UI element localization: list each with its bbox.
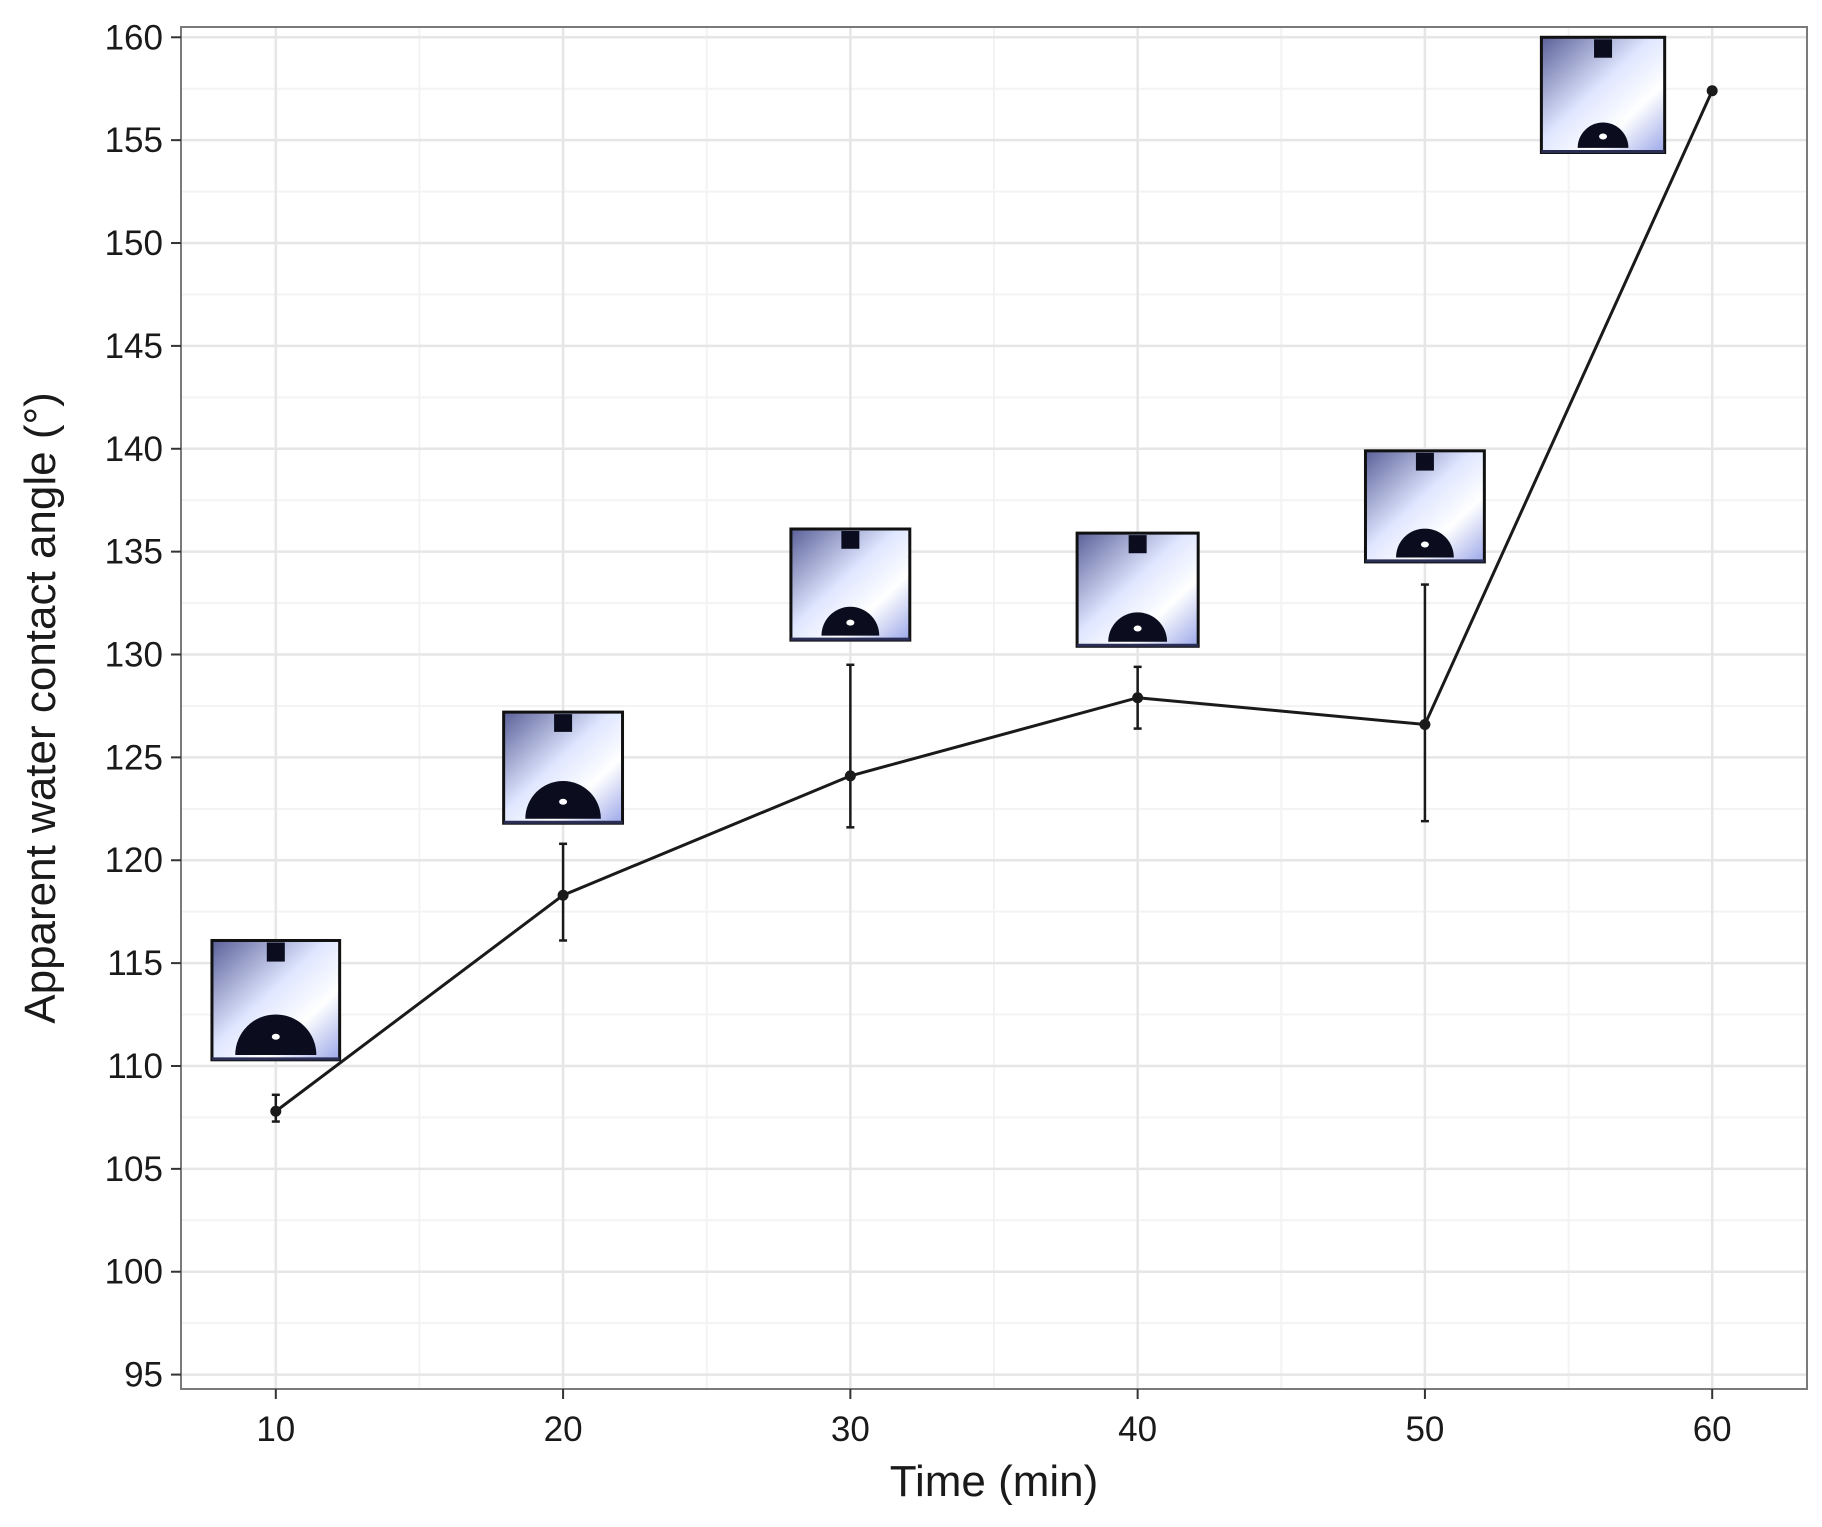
data-point bbox=[1132, 692, 1144, 704]
data-point bbox=[1706, 85, 1718, 97]
needle-tip bbox=[1415, 452, 1434, 471]
droplet-highlight bbox=[271, 1033, 280, 1040]
y-tick-label: 100 bbox=[105, 1253, 163, 1292]
y-tick-label: 120 bbox=[105, 841, 163, 880]
data-layer bbox=[270, 85, 1718, 1123]
droplet-highlight bbox=[1599, 133, 1608, 140]
droplet-images bbox=[210, 35, 1667, 1062]
droplet-image bbox=[1539, 35, 1667, 155]
x-tick-label: 20 bbox=[544, 1410, 583, 1449]
droplet-image bbox=[1363, 449, 1486, 564]
data-point bbox=[844, 770, 856, 782]
y-axis-title: Apparent water contact angle (°) bbox=[16, 392, 65, 1024]
series-line bbox=[274, 90, 1714, 1113]
panel-border bbox=[180, 26, 1808, 1390]
y-tick-label: 110 bbox=[107, 1047, 163, 1086]
droplet-highlight bbox=[846, 619, 855, 626]
needle-tip bbox=[841, 531, 860, 549]
needle-tip bbox=[554, 714, 573, 732]
y-tick-label: 140 bbox=[105, 430, 163, 469]
axis-ticks: 95 100 105 110 115 120 125 130 135 140 145 150 155 16… bbox=[105, 18, 1732, 1449]
droplet-image bbox=[210, 938, 342, 1062]
droplet-image bbox=[502, 710, 625, 825]
x-tick-label: 50 bbox=[1405, 1410, 1444, 1449]
x-tick-label: 60 bbox=[1693, 1410, 1732, 1449]
data-point bbox=[1419, 718, 1431, 730]
droplet-highlight bbox=[1133, 625, 1142, 632]
droplet-image bbox=[1075, 531, 1200, 648]
needle-tip bbox=[266, 942, 285, 962]
needle-tip bbox=[1594, 39, 1613, 58]
y-tick-label: 105 bbox=[105, 1150, 163, 1189]
y-tick-label: 155 bbox=[105, 121, 163, 160]
plot-panel bbox=[180, 26, 1808, 1390]
y-tick-label: 160 bbox=[105, 18, 163, 57]
x-axis-title: Time (min) bbox=[890, 1457, 1099, 1506]
y-tick-label: 150 bbox=[105, 224, 163, 263]
x-tick-label: 10 bbox=[256, 1410, 295, 1449]
droplet-image bbox=[789, 527, 912, 642]
y-tick-label: 115 bbox=[107, 944, 163, 983]
y-tick-label: 125 bbox=[105, 738, 163, 777]
y-tick-label: 145 bbox=[105, 327, 163, 366]
x-tick-label: 30 bbox=[831, 1410, 870, 1449]
needle-tip bbox=[1128, 535, 1147, 554]
x-tick-label: 40 bbox=[1118, 1410, 1157, 1449]
grid-layer bbox=[181, 27, 1807, 1389]
y-tick-label: 130 bbox=[105, 636, 163, 675]
data-point bbox=[557, 889, 569, 901]
droplet-highlight bbox=[559, 798, 568, 805]
data-point bbox=[270, 1105, 282, 1117]
y-tick-label: 95 bbox=[124, 1356, 163, 1395]
droplet-highlight bbox=[1420, 541, 1429, 548]
y-tick-label: 135 bbox=[105, 533, 163, 572]
